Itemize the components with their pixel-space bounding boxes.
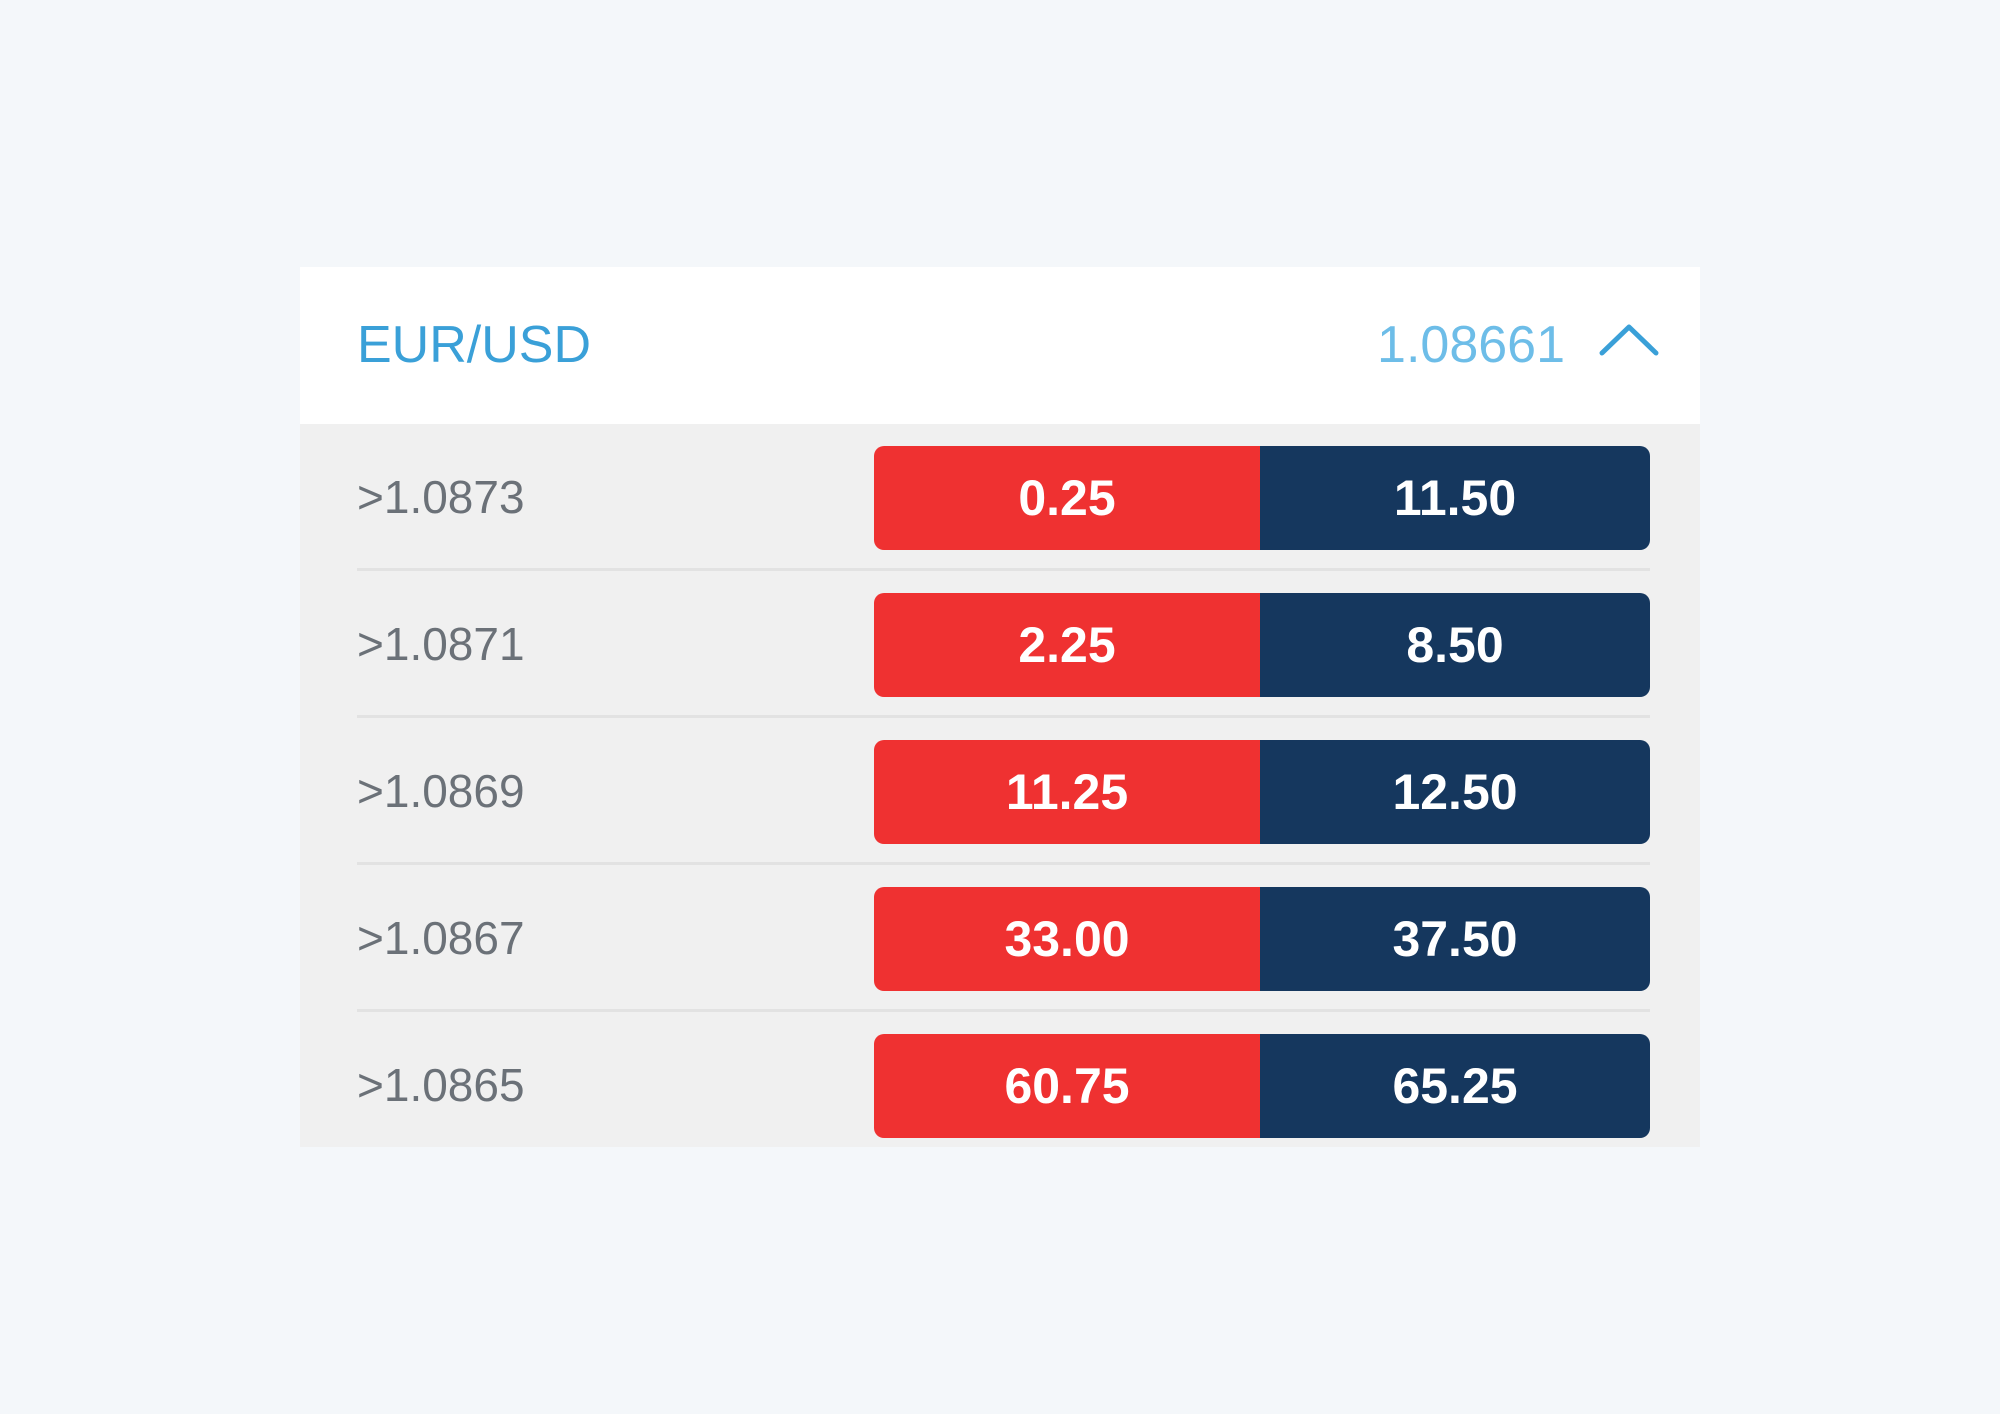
price-buttons: 0.25 11.50: [874, 446, 1650, 550]
sell-button[interactable]: 0.25: [874, 446, 1260, 550]
strike-row: >1.0869 11.25 12.50: [300, 718, 1700, 865]
strike-row: >1.0873 0.25 11.50: [300, 424, 1700, 571]
price-buttons: 11.25 12.50: [874, 740, 1650, 844]
buy-button[interactable]: 65.25: [1260, 1034, 1650, 1138]
strike-row: >1.0867 33.00 37.50: [300, 865, 1700, 1012]
strike-label: >1.0867: [357, 912, 525, 964]
row-divider: [357, 568, 1650, 571]
sell-button[interactable]: 33.00: [874, 887, 1260, 991]
market-widget: EUR/USD 1.08661 >1.0873 0.25 11.50 >1.08…: [300, 267, 1700, 1147]
buy-button[interactable]: 37.50: [1260, 887, 1650, 991]
strike-row: >1.0865 60.75 65.25: [300, 1012, 1700, 1159]
market-header[interactable]: EUR/USD 1.08661: [300, 267, 1700, 424]
pair-title: EUR/USD: [357, 316, 592, 374]
buy-button[interactable]: 12.50: [1260, 740, 1650, 844]
row-divider: [357, 715, 1650, 718]
buy-button[interactable]: 8.50: [1260, 593, 1650, 697]
sell-button[interactable]: 11.25: [874, 740, 1260, 844]
chevron-up-icon[interactable]: [1596, 307, 1662, 373]
price-buttons: 2.25 8.50: [874, 593, 1650, 697]
strike-label: >1.0869: [357, 765, 525, 817]
strike-label: >1.0871: [357, 618, 525, 670]
sell-button[interactable]: 2.25: [874, 593, 1260, 697]
current-price: 1.08661: [1377, 316, 1565, 374]
strike-label: >1.0873: [357, 471, 525, 523]
price-buttons: 33.00 37.50: [874, 887, 1650, 991]
price-buttons: 60.75 65.25: [874, 1034, 1650, 1138]
strike-row: >1.0871 2.25 8.50: [300, 571, 1700, 718]
row-divider: [357, 1009, 1650, 1012]
sell-button[interactable]: 60.75: [874, 1034, 1260, 1138]
row-divider: [357, 862, 1650, 865]
buy-button[interactable]: 11.50: [1260, 446, 1650, 550]
strike-label: >1.0865: [357, 1059, 525, 1111]
